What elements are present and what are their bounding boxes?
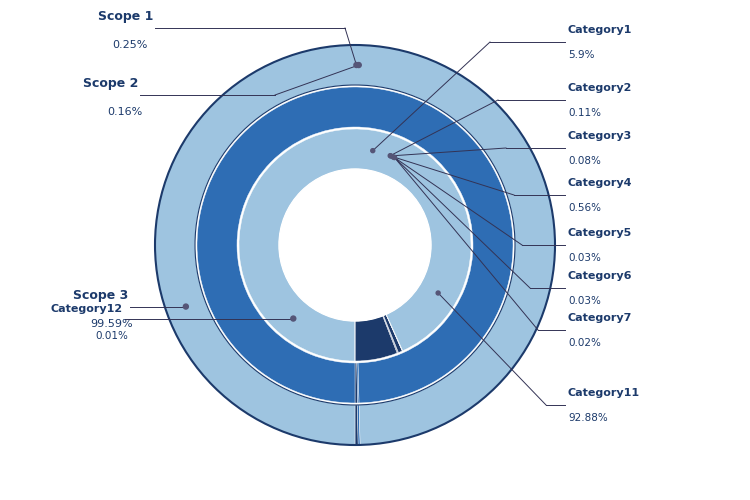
Text: 5.9%: 5.9% (568, 50, 595, 60)
Text: Category6: Category6 (568, 271, 632, 281)
Wedge shape (355, 316, 398, 361)
Circle shape (279, 169, 431, 321)
Text: 0.01%: 0.01% (95, 330, 128, 340)
Circle shape (183, 304, 188, 309)
Text: Category12: Category12 (51, 304, 123, 314)
Text: 0.08%: 0.08% (568, 156, 601, 166)
Wedge shape (239, 129, 471, 361)
Text: Scope 2: Scope 2 (82, 77, 138, 90)
Text: Category1: Category1 (568, 25, 632, 35)
Wedge shape (357, 363, 359, 403)
Text: 99.59%: 99.59% (90, 318, 133, 328)
Text: 0.16%: 0.16% (108, 107, 143, 117)
Circle shape (354, 62, 359, 68)
Wedge shape (155, 45, 555, 445)
Circle shape (392, 156, 396, 160)
Circle shape (436, 291, 440, 295)
Circle shape (392, 156, 396, 160)
Circle shape (391, 154, 394, 158)
Text: 0.25%: 0.25% (112, 40, 148, 50)
Circle shape (370, 148, 375, 152)
Wedge shape (355, 405, 358, 445)
Text: Category4: Category4 (568, 178, 632, 188)
Text: Category5: Category5 (568, 228, 632, 238)
Wedge shape (358, 405, 360, 445)
Wedge shape (197, 87, 513, 403)
Text: Category11: Category11 (568, 388, 640, 398)
Text: Category7: Category7 (568, 313, 632, 323)
Text: 0.03%: 0.03% (568, 253, 601, 263)
Wedge shape (383, 314, 402, 352)
Wedge shape (355, 363, 358, 403)
Text: Category3: Category3 (568, 131, 632, 141)
Wedge shape (383, 316, 398, 353)
Text: Scope 1: Scope 1 (98, 10, 153, 23)
Text: 0.11%: 0.11% (568, 108, 601, 118)
Circle shape (388, 154, 393, 158)
Text: 0.56%: 0.56% (568, 203, 601, 213)
Text: Category2: Category2 (568, 83, 632, 93)
Wedge shape (386, 314, 403, 351)
Wedge shape (382, 316, 398, 353)
Circle shape (291, 316, 296, 321)
Circle shape (392, 156, 397, 160)
Wedge shape (386, 314, 403, 351)
Text: 0.02%: 0.02% (568, 338, 601, 348)
Text: 0.03%: 0.03% (568, 296, 601, 306)
Text: CO₂ emissions: CO₂ emissions (296, 226, 415, 244)
Text: 10,858,340 t-CO₂: 10,858,340 t-CO₂ (289, 252, 421, 266)
Circle shape (388, 154, 392, 158)
Wedge shape (386, 314, 403, 351)
Text: Scope 3: Scope 3 (73, 288, 128, 302)
Circle shape (356, 62, 362, 68)
Text: 92.88%: 92.88% (568, 413, 608, 423)
